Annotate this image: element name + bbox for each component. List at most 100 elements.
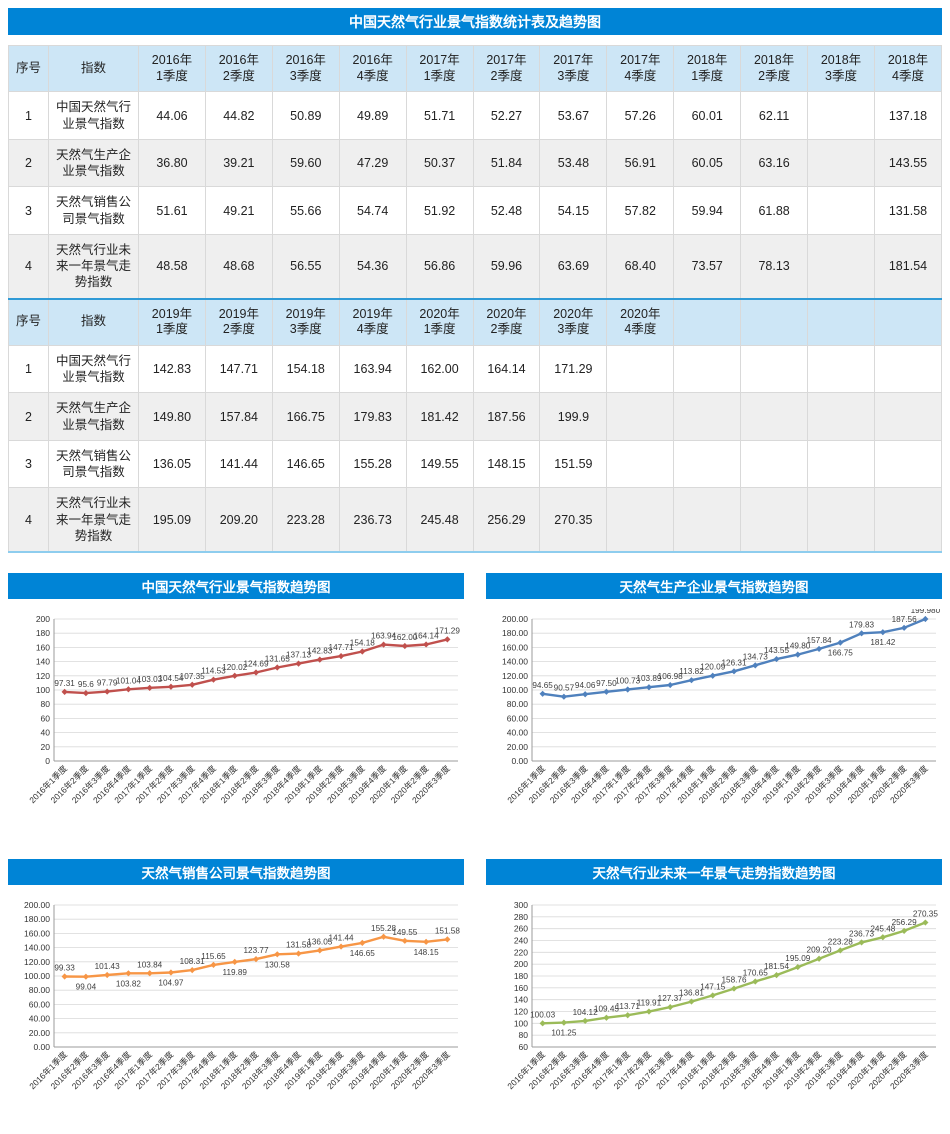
data-point-label: 99.33: [54, 963, 75, 972]
data-point-label: 181.54: [764, 962, 789, 971]
data-point-label: 142.83: [307, 647, 332, 656]
value-cell: [606, 439, 675, 489]
quarter-header-cell: 2016年 3季度: [271, 44, 340, 93]
data-point-label: 109.45: [594, 1005, 619, 1014]
value-cell: 48.68: [204, 233, 273, 300]
value-cell: 48.58: [138, 233, 206, 300]
value-cell: 49.89: [338, 91, 407, 140]
value-cell: 149.80: [138, 392, 206, 441]
quarter-header-cell: 2019年 2季度: [204, 297, 273, 346]
data-point-label: 97.50: [596, 679, 617, 688]
data-point-label: 124.69: [243, 659, 268, 668]
chart-title-bar: 天然气生产企业景气指数趋势图: [486, 573, 942, 599]
table-row: 3 天然气销售公司景气指数 136.05 141.44 146.65 155.28 149.…: [8, 439, 943, 489]
data-point-label: 149.55: [392, 928, 417, 937]
data-point-label: 113.82: [679, 667, 704, 676]
y-axis-tick-label: 100: [514, 1018, 528, 1028]
chart-title-bar: 中国天然气行业景气指数趋势图: [8, 573, 464, 599]
value-cell: 142.83: [138, 344, 206, 394]
index-header-cell: 指数: [48, 44, 139, 93]
value-cell: 54.74: [338, 186, 407, 235]
data-point-label: 130.58: [265, 960, 290, 969]
charts-row-1: 中国天然气行业景气指数趋势图 0 20 40 60 80 100 120 140 160 180 2…: [8, 573, 942, 839]
index-name-cell: 天然气销售公司景气指数: [48, 186, 139, 235]
data-point-label: 147.71: [329, 643, 354, 652]
quarter-header-cell: 2018年 3季度: [807, 44, 875, 93]
data-point-label: 101.43: [95, 962, 120, 971]
value-cell: 56.55: [271, 233, 340, 300]
row-number-cell: 3: [8, 439, 49, 489]
value-cell: 53.67: [539, 91, 608, 140]
value-cell: [740, 392, 809, 441]
y-axis-tick-label: 220: [514, 947, 528, 957]
value-cell: 136.05: [138, 439, 206, 489]
data-point-label: 209.20: [807, 946, 832, 955]
y-axis-tick-label: 80.00: [507, 699, 529, 709]
data-point-label: 270.35: [913, 910, 938, 919]
value-cell: 52.27: [472, 91, 541, 140]
data-point-label: 171.29: [435, 626, 460, 635]
value-cell: 57.26: [606, 91, 675, 140]
data-point-label: 94.65: [532, 681, 553, 690]
value-cell: [873, 344, 943, 394]
quarter-header-cell: [807, 297, 875, 346]
row-number-cell: 2: [8, 138, 49, 188]
value-cell: 60.05: [673, 138, 742, 188]
value-cell: 171.29: [539, 344, 608, 394]
data-point-label: 162.00: [392, 633, 417, 642]
chart-card-industry-index: 中国天然气行业景气指数趋势图 0 20 40 60 80 100 120 140 160 180 2…: [8, 573, 464, 839]
value-cell: 51.84: [472, 138, 541, 188]
data-point-label: 126.31: [721, 658, 746, 667]
data-point-label: 104.12: [573, 1008, 598, 1017]
row-number-cell: 4: [8, 233, 49, 300]
value-cell: [740, 344, 809, 394]
y-axis-tick-label: 0: [45, 756, 50, 766]
value-cell: 163.94: [338, 344, 407, 394]
value-cell: [807, 138, 875, 188]
y-axis-tick-label: 60: [519, 1042, 529, 1052]
data-point-label: 103.03: [137, 675, 162, 684]
value-cell: [673, 344, 742, 394]
y-axis-tick-label: 40.00: [507, 728, 529, 738]
y-axis-tick-label: 280: [514, 912, 528, 922]
data-point-label: 119.91: [637, 999, 662, 1008]
data-point-label: 181.42: [870, 638, 895, 647]
value-cell: 141.44: [204, 439, 273, 489]
value-cell: 147.71: [204, 344, 273, 394]
y-axis-tick-label: 120.00: [502, 671, 528, 681]
y-axis-tick-label: 0.00: [511, 756, 528, 766]
y-axis-tick-label: 60.00: [29, 999, 51, 1009]
value-cell: [606, 344, 675, 394]
quarter-header-cell: [740, 297, 809, 346]
data-point-label: 149.80: [785, 642, 810, 651]
data-point-label: 154.18: [350, 639, 375, 648]
value-cell: 162.00: [405, 344, 474, 394]
quarter-header-cell: 2020年 1季度: [405, 297, 474, 346]
value-cell: 59.94: [673, 186, 742, 235]
value-cell: [873, 439, 943, 489]
value-cell: 51.61: [138, 186, 206, 235]
data-point-label: 163.94: [371, 632, 396, 641]
chart-title: 天然气行业未来一年景气走势指数趋势图: [592, 866, 836, 881]
value-cell: 157.84: [204, 392, 273, 441]
value-cell: [673, 392, 742, 441]
index-data-table: 序号 指数 2016年 1季度 2016年 2季度 2016年 3季度 2016年 4季度 2017…: [8, 44, 943, 553]
quarter-header-cell: 2017年 2季度: [472, 44, 541, 93]
y-axis-tick-label: 20.00: [507, 742, 529, 752]
data-point-label: 166.75: [828, 649, 853, 658]
chart-card-producer-index: 天然气生产企业景气指数趋势图 0.00 20.00 40.00 60.00 80.00 1…: [486, 573, 942, 839]
data-point-label: 136.05: [307, 937, 332, 946]
y-axis-tick-label: 200.00: [24, 900, 50, 910]
data-point-label: 114.53: [201, 667, 226, 676]
data-point-label: 119.89: [223, 968, 248, 977]
producer-index-line-chart: 0.00 20.00 40.00 60.00 80.00 100.00 120.00 140.…: [502, 609, 941, 805]
report-title-bar: 中国天然气行业景气指数统计表及趋势图: [8, 8, 942, 35]
y-axis-tick-label: 160.00: [502, 642, 528, 652]
chart-card-sales-index: 天然气销售公司景气指数趋势图 0.00 20.00 40.00 60.00 80.00 1…: [8, 859, 464, 1125]
quarter-header-cell: 2019年 3季度: [271, 297, 340, 346]
y-axis-tick-label: 240: [514, 936, 528, 946]
value-cell: 51.71: [405, 91, 474, 140]
y-axis-tick-label: 120: [514, 1007, 528, 1017]
quarter-header-cell: [873, 297, 943, 346]
